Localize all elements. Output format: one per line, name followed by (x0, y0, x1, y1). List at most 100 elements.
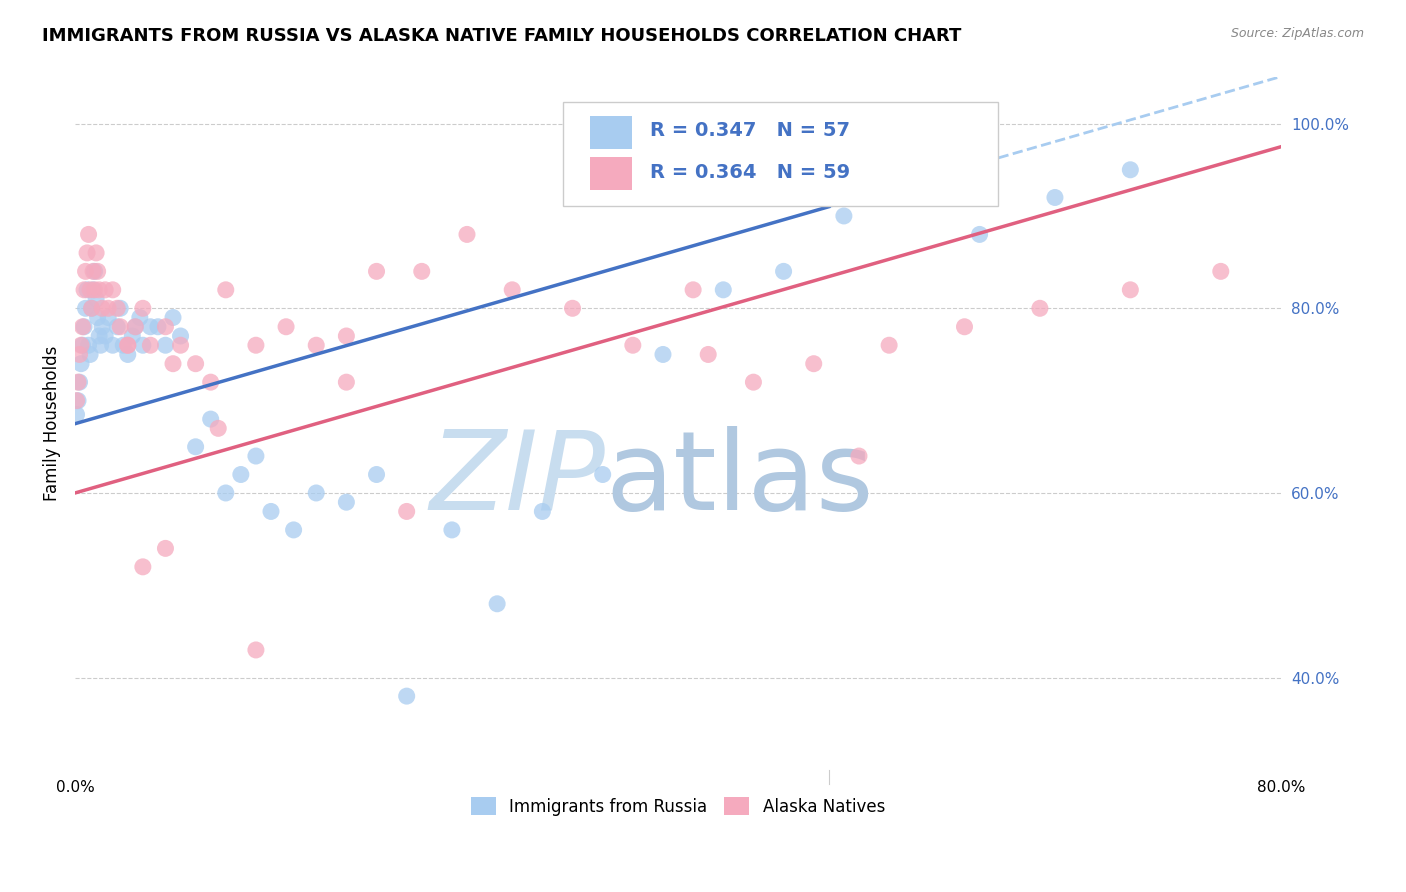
Point (366, 264, 388, 278)
Point (79, 347, 101, 361)
Text: R = 0.364   N = 59: R = 0.364 N = 59 (651, 163, 851, 182)
Point (456, 227, 478, 242)
Point (531, 504, 554, 518)
Point (65, 393, 87, 408)
Point (91, 319, 114, 334)
Point (76, 246, 98, 260)
Point (75, 301, 97, 316)
Point (83, 264, 105, 278)
Text: R = 0.347   N = 57: R = 0.347 N = 57 (651, 121, 851, 140)
Point (75, 264, 97, 278)
Point (132, 338, 155, 352)
Point (169, 329, 191, 343)
Point (621, 338, 644, 352)
Point (69, 375, 91, 389)
Point (486, 597, 509, 611)
Point (121, 329, 143, 343)
Point (82, 283, 104, 297)
Point (501, 283, 523, 297)
Text: ZIP: ZIP (430, 425, 606, 533)
Point (84, 292, 107, 306)
Point (117, 338, 139, 352)
Point (215, 283, 238, 297)
Point (101, 338, 124, 352)
Point (97, 310, 120, 325)
Legend: Immigrants from Russia, Alaska Natives: Immigrants from Russia, Alaska Natives (463, 789, 893, 824)
FancyBboxPatch shape (591, 157, 633, 190)
Point (89, 283, 111, 297)
Point (94, 283, 117, 297)
Point (132, 559, 155, 574)
FancyBboxPatch shape (591, 116, 633, 149)
Point (89, 329, 111, 343)
Point (832, 209, 855, 223)
Point (97, 301, 120, 316)
Point (184, 357, 207, 371)
Point (117, 338, 139, 352)
Point (76, 283, 98, 297)
Point (80, 301, 103, 316)
Point (139, 319, 162, 334)
Point (155, 541, 177, 556)
Point (772, 264, 794, 278)
Point (105, 301, 128, 316)
Point (132, 301, 155, 316)
Point (65, 408, 87, 422)
Point (803, 357, 825, 371)
Point (84, 246, 107, 260)
Point (682, 283, 704, 297)
Point (110, 319, 132, 334)
Point (652, 347, 675, 361)
Point (66, 375, 89, 389)
Point (335, 375, 357, 389)
Point (953, 319, 976, 334)
Point (83, 283, 105, 297)
Point (101, 283, 124, 297)
Point (200, 375, 222, 389)
Point (162, 310, 184, 325)
Point (969, 227, 991, 242)
Point (260, 504, 283, 518)
Point (1119, 283, 1142, 297)
Point (82, 264, 104, 278)
Point (86, 264, 108, 278)
Point (742, 375, 765, 389)
Point (128, 310, 150, 325)
Y-axis label: Family Households: Family Households (44, 346, 60, 501)
Point (1119, 162, 1142, 177)
Point (440, 523, 463, 537)
Point (245, 449, 267, 463)
Point (66, 393, 89, 408)
Point (283, 523, 305, 537)
Point (592, 467, 614, 482)
Point (229, 467, 252, 482)
Point (70, 357, 93, 371)
Point (184, 440, 207, 454)
Point (877, 338, 900, 352)
Point (139, 338, 162, 352)
Point (86, 310, 108, 325)
Point (274, 319, 297, 334)
Point (72, 338, 94, 352)
Text: Source: ZipAtlas.com: Source: ZipAtlas.com (1230, 27, 1364, 40)
Point (305, 338, 328, 352)
Point (335, 329, 357, 343)
Point (169, 338, 191, 352)
Point (245, 338, 267, 352)
Point (207, 421, 229, 435)
Point (697, 347, 720, 361)
Point (124, 319, 146, 334)
Point (395, 689, 418, 703)
Point (146, 319, 169, 334)
Point (335, 495, 357, 509)
Point (105, 319, 128, 334)
Point (80, 301, 103, 316)
Point (90, 338, 112, 352)
Point (77, 227, 100, 242)
Point (893, 190, 915, 204)
Point (155, 319, 177, 334)
Point (117, 347, 139, 361)
Point (1029, 301, 1052, 316)
Point (77, 338, 100, 352)
Point (73, 283, 96, 297)
